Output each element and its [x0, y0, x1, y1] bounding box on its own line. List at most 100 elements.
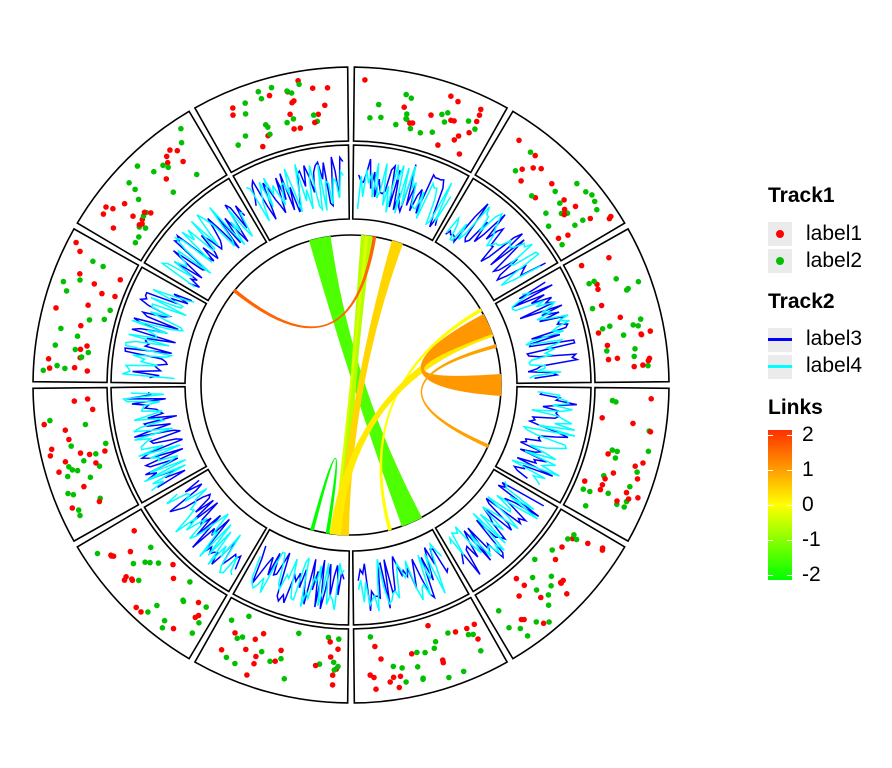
scatter-point — [242, 111, 249, 117]
scatter-sector-cell — [193, 66, 350, 174]
scatter-point — [160, 162, 166, 169]
scatter-point — [561, 197, 567, 203]
scatter-point — [448, 93, 454, 99]
scatter-point — [258, 648, 265, 655]
scatter-point — [548, 583, 554, 589]
scatter-point — [327, 654, 334, 660]
scatter-point — [284, 88, 290, 94]
scatter-point — [82, 421, 89, 428]
scatter-point — [407, 120, 413, 126]
scatter-point — [278, 647, 284, 654]
scatter-point — [96, 498, 103, 505]
scatter-point — [66, 436, 72, 443]
outer-scatter-track — [32, 66, 670, 704]
scatter-point — [253, 653, 259, 660]
scatter-point — [533, 587, 540, 593]
scatter-point — [594, 206, 600, 213]
scatter-point — [635, 278, 642, 285]
track-line — [511, 281, 580, 380]
scatter-point — [516, 593, 522, 599]
scatter-point — [552, 556, 559, 563]
scatter-point — [170, 625, 177, 632]
scatter-point — [518, 616, 525, 623]
scatter-point — [290, 116, 297, 122]
scatter-sector-cell — [32, 386, 140, 543]
scatter-point — [325, 634, 332, 641]
scatter-point — [591, 198, 598, 205]
scatter-point — [74, 467, 81, 474]
legend-title-track1: Track1 — [768, 184, 835, 207]
scatter-point — [45, 356, 52, 362]
scatter-point — [513, 575, 520, 582]
scatter-point — [310, 112, 317, 118]
scatter-point — [101, 316, 108, 323]
scatter-point — [70, 491, 77, 498]
scatter-point — [625, 285, 631, 292]
scatter-point — [591, 278, 597, 285]
scatter-point — [401, 104, 408, 110]
scatter-point — [131, 528, 137, 534]
scatter-point — [414, 664, 421, 670]
scatter-point — [540, 620, 547, 627]
scatter-point — [170, 189, 177, 195]
scatter-point — [460, 668, 467, 675]
scatter-point — [595, 330, 602, 336]
scatter-point — [580, 486, 587, 493]
scatter-point — [390, 663, 397, 670]
scatter-point — [625, 496, 632, 502]
scatter-point — [121, 200, 128, 207]
colorbar-tick-label: 2 — [802, 423, 814, 446]
scatter-point — [178, 125, 184, 132]
scatter-point — [473, 118, 480, 125]
scatter-point — [53, 305, 59, 311]
scatter-point — [68, 443, 74, 449]
scatter-point — [607, 323, 613, 330]
scatter-point — [604, 342, 611, 349]
scatter-point — [102, 440, 109, 447]
scatter-point — [281, 676, 288, 682]
scatter-point — [589, 192, 595, 198]
scatter-point — [470, 631, 477, 638]
scatter-point — [232, 660, 238, 667]
scatter-point — [378, 114, 384, 121]
scatter-point — [605, 451, 611, 457]
line-sector-cell — [434, 468, 559, 593]
scatter-point — [464, 625, 470, 632]
legend-key-label2 — [768, 249, 792, 273]
scatter-point — [312, 119, 318, 126]
scatter-point — [159, 625, 166, 631]
scatter-point — [52, 342, 59, 348]
scatter-point — [71, 364, 78, 371]
scatter-point — [627, 483, 633, 490]
scatter-point — [548, 573, 555, 580]
scatter-point — [47, 453, 54, 459]
scatter-point — [621, 504, 627, 510]
scatter-point — [132, 186, 138, 193]
scatter-point — [586, 280, 592, 287]
scatter-point — [170, 575, 177, 582]
scatter-point — [141, 209, 148, 216]
legend-title-track2: Track2 — [768, 290, 835, 313]
scatter-point — [465, 118, 472, 124]
scatter-point — [60, 278, 67, 285]
scatter-point — [77, 277, 83, 283]
scatter-point — [375, 101, 382, 108]
scatter-point — [521, 582, 528, 589]
scatter-point — [608, 213, 614, 220]
cyan-line-icon — [768, 365, 792, 368]
scatter-point — [309, 85, 316, 91]
scatter-point — [403, 679, 409, 685]
scatter-point — [167, 147, 173, 153]
scatter-point — [589, 305, 596, 312]
scatter-point — [230, 112, 236, 118]
track-line — [446, 206, 541, 287]
scatter-point — [312, 662, 319, 669]
scatter-point — [506, 624, 512, 631]
track-line — [124, 291, 193, 379]
scatter-point — [288, 90, 295, 96]
scatter-point — [56, 469, 62, 476]
track-line — [246, 164, 344, 222]
link-ribbon — [329, 325, 494, 536]
scatter-point — [609, 447, 616, 453]
